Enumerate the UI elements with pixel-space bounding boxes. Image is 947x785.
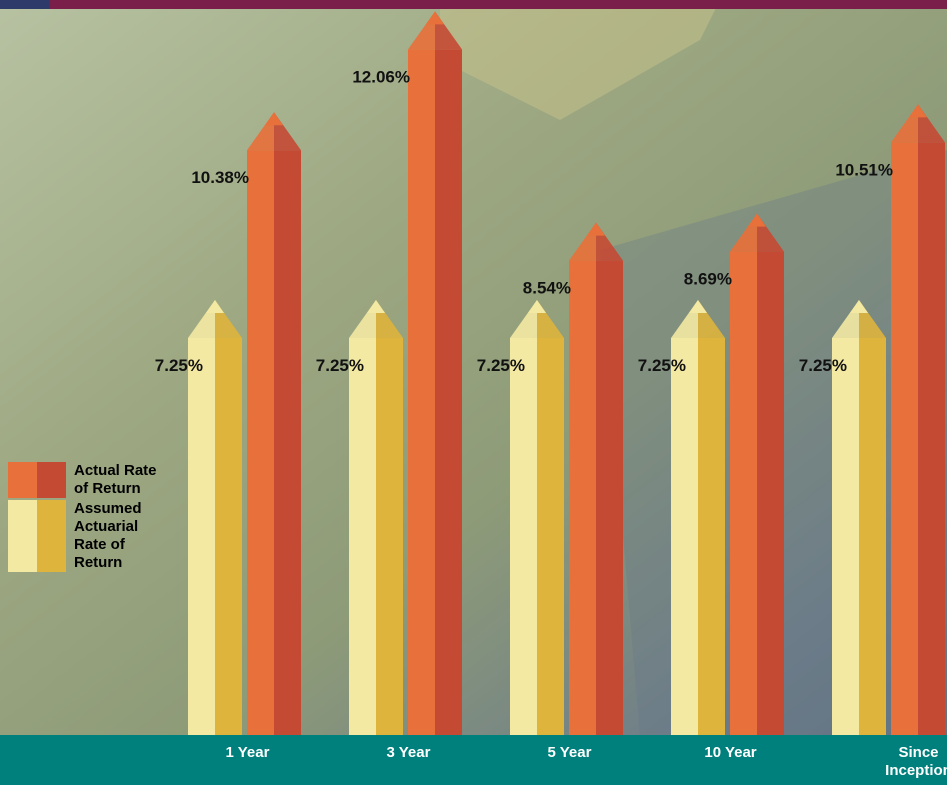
top-strip bbox=[0, 0, 50, 9]
bar-body-dark bbox=[918, 142, 945, 735]
bar-body-dark bbox=[698, 338, 725, 735]
bar-body-light bbox=[730, 252, 757, 735]
value-label: 8.54% bbox=[523, 279, 571, 298]
value-label: 7.25% bbox=[638, 356, 686, 375]
bar bbox=[247, 112, 301, 735]
x-tick-label: 5 Year bbox=[548, 744, 592, 761]
bar-body-light bbox=[569, 261, 596, 735]
x-tick-label: 3 Year bbox=[387, 744, 431, 761]
page: {"chart_data": {"type": "bar", "categori… bbox=[0, 0, 947, 785]
bar-body-dark bbox=[537, 338, 564, 735]
bar-body-dark bbox=[596, 261, 623, 735]
bar-body-light bbox=[832, 338, 859, 735]
bar bbox=[891, 104, 945, 735]
top-strip bbox=[0, 0, 947, 9]
axis-band bbox=[0, 735, 947, 785]
legend-label: Assumed Actuarial Rate of Return bbox=[74, 500, 162, 572]
bar-body-dark bbox=[274, 150, 301, 735]
bar-body-dark bbox=[376, 338, 403, 735]
value-label: 7.25% bbox=[799, 356, 847, 375]
value-label: 12.06% bbox=[352, 67, 410, 86]
value-label: 7.25% bbox=[155, 356, 203, 375]
legend-item: Actual Rate of Return bbox=[8, 462, 168, 498]
value-label: 10.51% bbox=[835, 160, 893, 179]
legend-swatch bbox=[8, 500, 66, 572]
bar bbox=[730, 214, 784, 735]
bar-body-dark bbox=[215, 338, 242, 735]
chart: 7.25% 10.38% 1 Year 7.25% 12.06% 3 Year 7.25% 8… bbox=[0, 0, 947, 785]
bar bbox=[569, 223, 623, 735]
value-label: 7.25% bbox=[477, 356, 525, 375]
bar bbox=[408, 11, 462, 735]
bar-body-light bbox=[671, 338, 698, 735]
bar-body-light bbox=[408, 49, 435, 735]
bar-body-dark bbox=[757, 252, 784, 735]
legend-label: Actual Rate of Return bbox=[74, 462, 162, 498]
x-tick-label: 10 Year bbox=[704, 744, 756, 761]
bar-body-dark bbox=[859, 338, 886, 735]
value-label: 7.25% bbox=[316, 356, 364, 375]
bar-body-dark bbox=[435, 49, 462, 735]
value-label: 8.69% bbox=[684, 270, 732, 289]
x-tick-label: 1 Year bbox=[226, 744, 270, 761]
bar-body-light bbox=[349, 338, 376, 735]
legend-swatch bbox=[8, 462, 66, 498]
legend-item: Assumed Actuarial Rate of Return bbox=[8, 500, 168, 572]
bar-body-light bbox=[247, 150, 274, 735]
bar-body-light bbox=[891, 142, 918, 735]
bar-body-light bbox=[510, 338, 537, 735]
bar-body-light bbox=[188, 338, 215, 735]
value-label: 10.38% bbox=[191, 168, 249, 187]
